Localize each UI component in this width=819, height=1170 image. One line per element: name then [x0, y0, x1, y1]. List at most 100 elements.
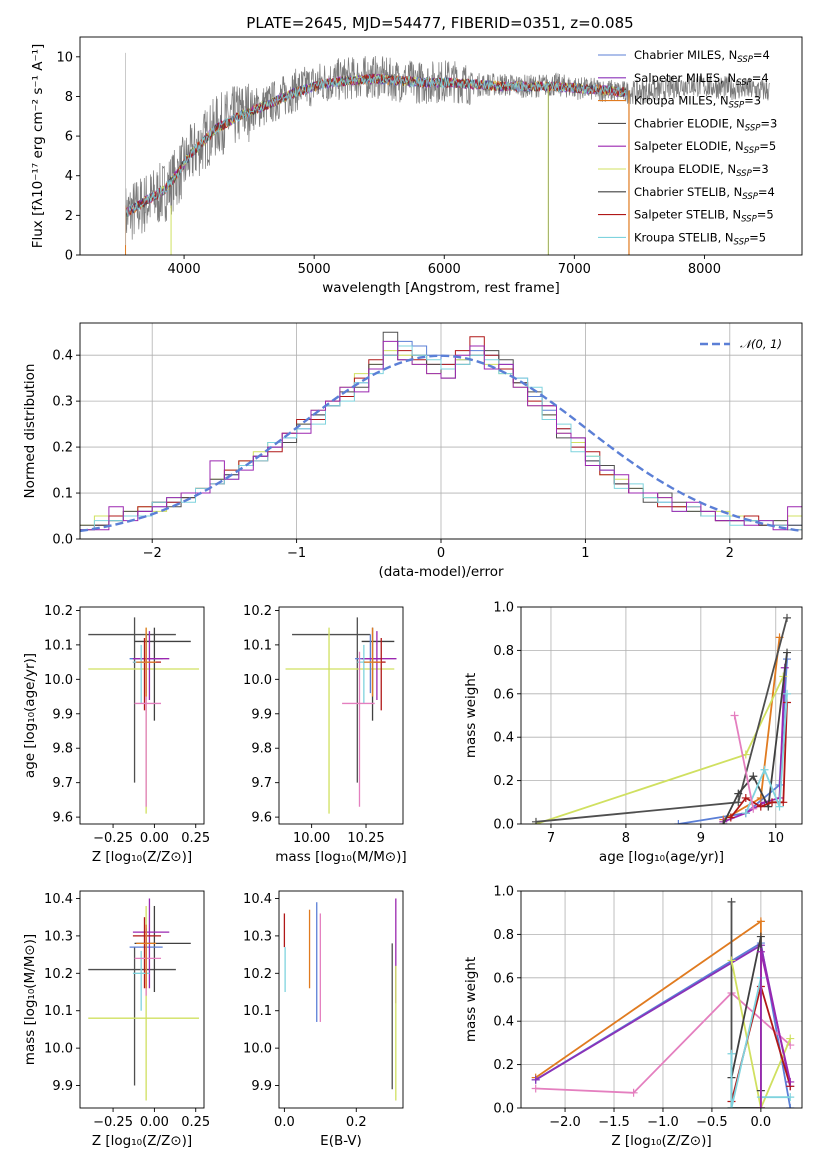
weight-point: [786, 1077, 795, 1086]
x-tick-label: 0.2: [346, 1115, 367, 1130]
x-tick-label: 8: [622, 831, 630, 846]
weight-lines: [531, 613, 792, 824]
x-axis-label: (data-model)/error: [378, 564, 504, 580]
weight-lines: [531, 897, 795, 1108]
legend-entry: Salpeter STELIB, NSSP=5: [634, 208, 774, 225]
weight-point: [768, 798, 777, 807]
histogram-steps: [80, 331, 802, 533]
legend-subscript: SSP: [745, 123, 761, 133]
axes-frame: [278, 606, 404, 825]
panel-massweight-vs-Z: −2.0 −1.5 −1.0 −0.5 0.0 0.0 0.2 0.4 0.6 0.8 1.0 Z […: [463, 885, 803, 1149]
errorbars: [283, 898, 397, 1101]
x-tick-label: −1.5: [598, 1115, 630, 1130]
x-axis-label: mass [log₁₀(M/M⊙)]: [275, 849, 406, 865]
y-tick-label: 10.2: [243, 604, 272, 619]
y-axis-label: mass weight: [463, 673, 479, 758]
x-tick-label: 2: [726, 546, 734, 561]
panel-massweight-vs-age: 7 8 9 10 0.0 0.2 0.4 0.6 0.8 1.0 age [log₁₀(age/yr…: [463, 601, 803, 865]
x-tick-label: 0.00: [140, 1115, 169, 1130]
legend-entry: 𝒩(0, 1): [740, 337, 782, 351]
errorbars: [88, 617, 200, 814]
y-tick-label: 10.1: [44, 638, 73, 653]
legend-entry: Kroupa ELODIE, NSSP=3: [634, 162, 769, 179]
weight-line: [744, 693, 788, 814]
weight-point: [531, 817, 540, 824]
x-tick-label: 8000: [688, 262, 721, 277]
weight-point: [756, 917, 765, 926]
y-tick-label: 0.8: [493, 644, 514, 659]
legend-subscript: SSP: [736, 169, 752, 179]
weight-point: [756, 932, 765, 941]
y-tick-label: 10.1: [44, 1004, 73, 1019]
weight-point: [734, 789, 743, 798]
weight-point: [719, 820, 728, 824]
y-tick-label: 9.6: [52, 811, 73, 826]
weight-point: [775, 802, 784, 811]
x-tick-label: 1: [581, 546, 589, 561]
y-tick-label: 0: [65, 249, 73, 264]
legend-entry: Salpeter ELODIE, NSSP=5: [634, 139, 776, 156]
weight-point: [756, 802, 765, 811]
weight-point: [727, 956, 736, 965]
legend-nssp: =5: [759, 139, 776, 153]
legend-name: Chabrier MILES, N: [634, 48, 737, 62]
y-tick-label: 1.0: [493, 885, 514, 900]
x-tick-label: −1.0: [647, 1115, 679, 1130]
y-tick-label: 2: [65, 209, 73, 224]
axes-frame: [520, 890, 803, 1109]
x-tick-label: 5000: [298, 262, 331, 277]
axes-frame: [79, 606, 205, 825]
y-tick-label: 10.1: [243, 638, 272, 653]
y-tick-label: 10.3: [243, 929, 272, 944]
legend-name: Chabrier STELIB, N: [634, 185, 742, 199]
legend-name: Kroupa STELIB, N: [634, 230, 734, 244]
panel-age-vs-mass: 10.00 10.25 9.6 9.7 9.8 9.9 10.0 10.1 10.2 mass […: [243, 604, 407, 865]
legend-subscript: SSP: [744, 146, 760, 156]
y-tick-label: 10.0: [243, 1042, 272, 1057]
weight-point: [531, 1084, 540, 1093]
y-tick-label: 10.0: [44, 1042, 73, 1057]
y-axis-label: age [log₁₀(age/yr)]: [22, 653, 38, 778]
legend-subscript: SSP: [736, 78, 752, 88]
weight-point: [730, 711, 739, 720]
y-tick-label: 0.8: [493, 928, 514, 943]
x-tick-label: 0.25: [181, 1115, 210, 1130]
legend-entry: Kroupa MILES, NSSP=3: [634, 94, 761, 111]
axes-frame: [520, 606, 803, 825]
y-tick-label: 6: [65, 130, 73, 145]
y-axis-label: Flux [fλ10⁻¹⁷ erg cm⁻² s⁻¹ A⁻¹]: [30, 44, 46, 249]
legend-name: Kroupa MILES, N: [634, 94, 729, 108]
weight-point: [741, 809, 750, 818]
weight-point: [726, 813, 735, 822]
x-tick-label: 9: [697, 831, 705, 846]
x-tick-label: −0.25: [93, 1115, 133, 1130]
legend-nssp: =4: [753, 48, 770, 62]
axes-frame: [79, 322, 803, 540]
y-axis-label: mass [log₁₀(M/M⊙)]: [22, 934, 38, 1065]
y-tick-label: 0.6: [493, 971, 514, 986]
legend-nssp: =5: [757, 208, 774, 222]
y-tick-label: 8: [65, 90, 73, 105]
weight-point: [783, 648, 792, 657]
y-tick-label: 0.2: [52, 441, 73, 456]
weight-point: [756, 947, 765, 956]
y-tick-label: 0.1: [52, 487, 73, 502]
y-tick-label: 10: [56, 50, 73, 65]
legend-subscript: SSP: [734, 237, 750, 247]
y-tick-label: 0.4: [493, 731, 514, 746]
legend-subscript: SSP: [737, 55, 753, 65]
x-tick-label: 10.25: [347, 831, 384, 846]
legend-name: Kroupa ELODIE, N: [634, 162, 736, 176]
legend-name: Salpeter STELIB, N: [634, 208, 741, 222]
y-tick-label: 0.4: [493, 1015, 514, 1030]
figure-title: PLATE=2645, MJD=54477, FIBERID=0351, z=0…: [246, 14, 633, 32]
errorbars: [285, 617, 397, 814]
x-tick-label: 10.00: [293, 831, 330, 846]
weight-line: [733, 715, 755, 809]
y-tick-label: 0.2: [493, 1058, 514, 1073]
weight-point: [727, 897, 736, 906]
y-tick-label: 0.0: [493, 818, 514, 833]
y-tick-label: 10.2: [44, 967, 73, 982]
weight-point: [674, 820, 683, 824]
